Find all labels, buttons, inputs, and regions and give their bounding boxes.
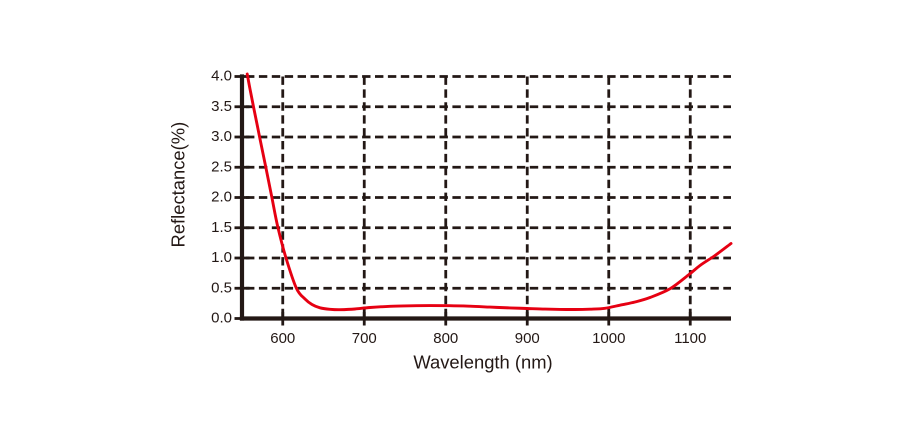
svg-text:0.0: 0.0	[211, 310, 232, 327]
svg-text:Wavelength (nm): Wavelength (nm)	[413, 352, 552, 373]
svg-text:2.0: 2.0	[211, 189, 232, 206]
svg-text:800: 800	[433, 330, 458, 347]
svg-text:1.5: 1.5	[211, 219, 232, 236]
svg-text:3.5: 3.5	[211, 98, 232, 115]
svg-text:700: 700	[352, 330, 377, 347]
svg-text:1.0: 1.0	[211, 249, 232, 266]
svg-text:0.5: 0.5	[211, 279, 232, 296]
svg-text:1100: 1100	[674, 330, 706, 347]
svg-text:2.5: 2.5	[211, 158, 232, 175]
svg-text:600: 600	[270, 330, 295, 347]
svg-text:4.0: 4.0	[211, 68, 232, 85]
svg-text:1000: 1000	[592, 330, 625, 347]
svg-text:Reflectance(%): Reflectance(%)	[168, 122, 189, 248]
svg-text:3.0: 3.0	[211, 128, 232, 145]
svg-text:900: 900	[515, 330, 540, 347]
